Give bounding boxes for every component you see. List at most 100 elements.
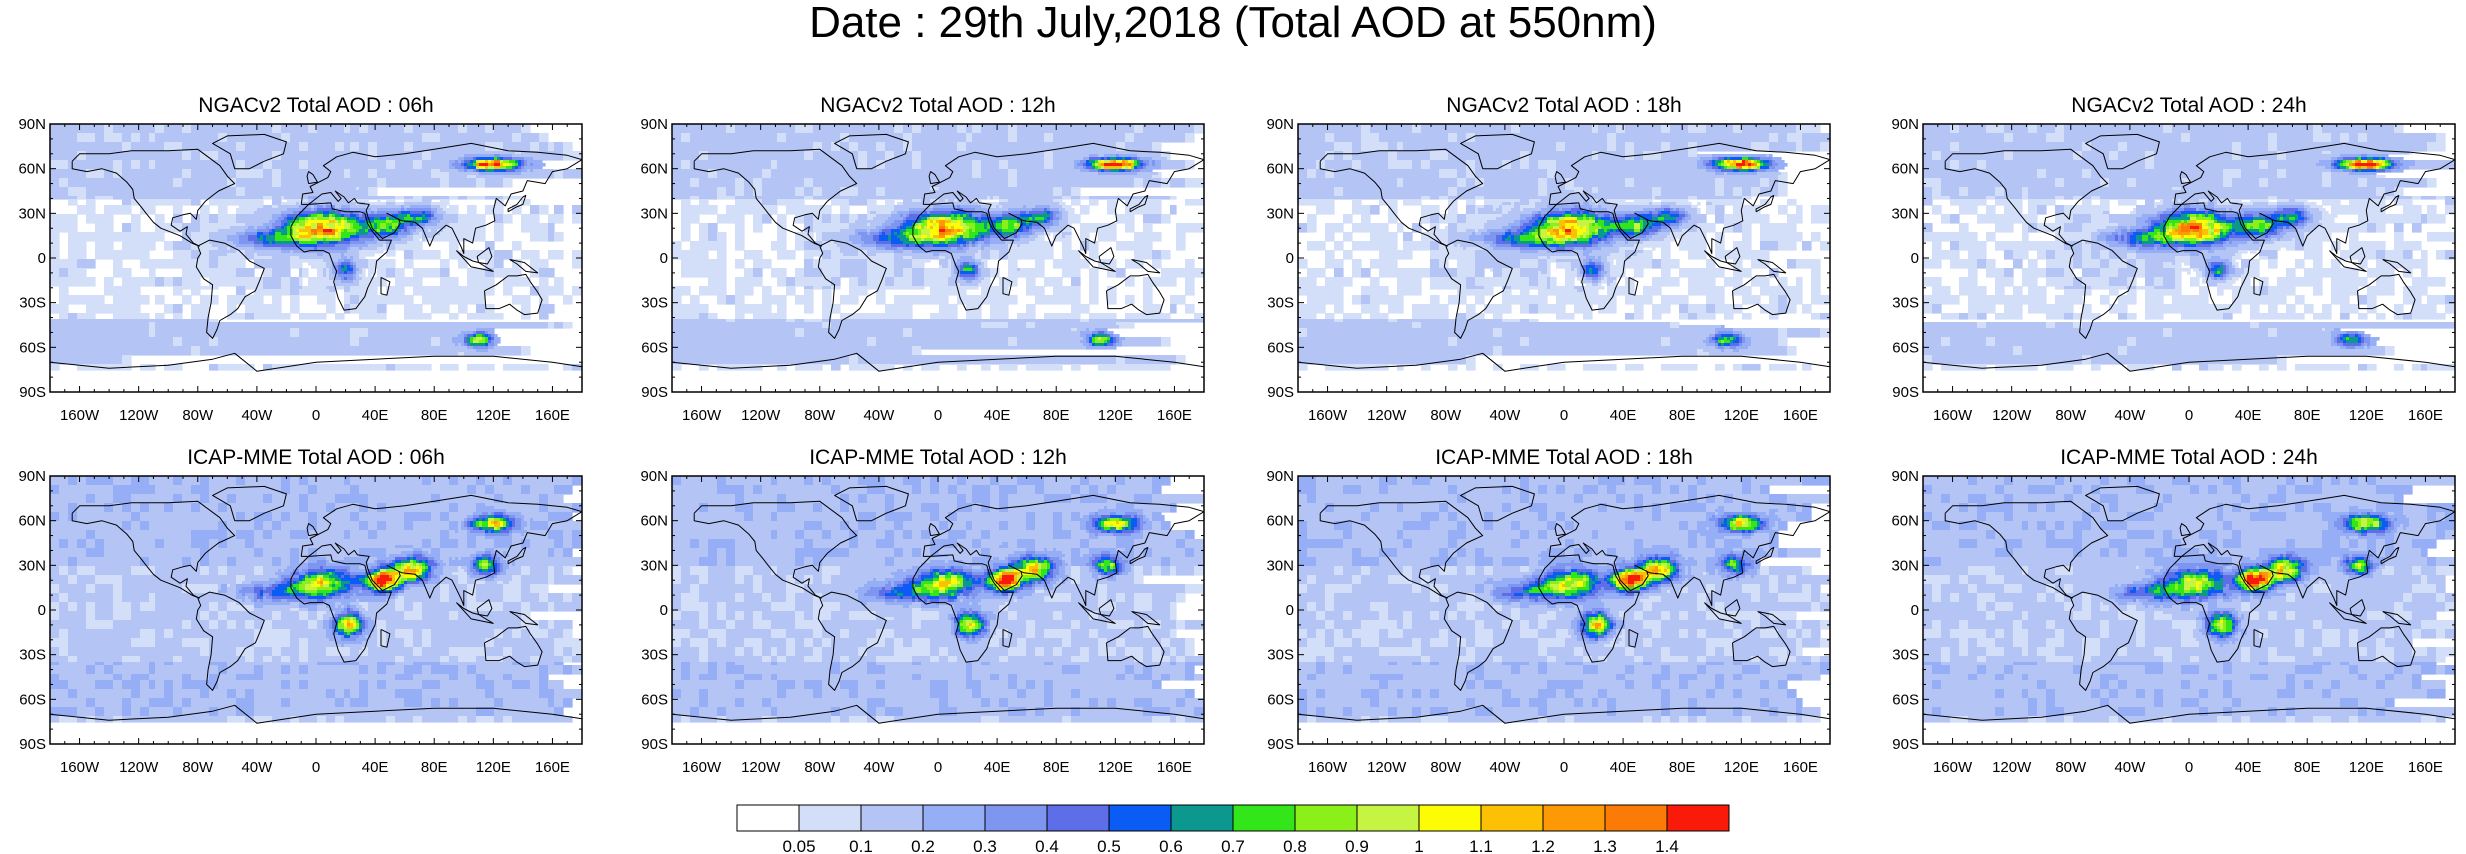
axis-ticks bbox=[49, 123, 583, 393]
lon-tick-label: 120W bbox=[1367, 407, 1407, 424]
coastlines bbox=[1923, 485, 2455, 724]
colorbar-label: 1 bbox=[1414, 837, 1423, 854]
lon-tick-label: 80W bbox=[2055, 407, 2087, 424]
colorbar-swatch bbox=[1294, 804, 1358, 832]
lon-tick-label: 120E bbox=[476, 407, 511, 424]
aod-field bbox=[50, 124, 582, 392]
panel-title: ICAP-MME Total AOD : 06h bbox=[187, 446, 445, 469]
coastlines bbox=[50, 133, 582, 372]
aod-field bbox=[1923, 124, 2455, 392]
lat-tick-label: 30S bbox=[641, 295, 668, 312]
lon-tick-label: 80W bbox=[2055, 759, 2087, 776]
lon-tick-label: 40E bbox=[362, 407, 389, 424]
colorbar-label: 1.3 bbox=[1593, 837, 1617, 854]
axis-ticks bbox=[1297, 123, 1831, 393]
colorbar-swatch bbox=[860, 804, 924, 832]
map-panel-5: ICAP-MME Total AOD : 06h 90N 60N 30N 0 30S 60S… bbox=[18, 446, 583, 776]
lat-tick-label: 0 bbox=[1911, 602, 1919, 619]
colorbar-label: 0.7 bbox=[1221, 837, 1245, 854]
colorbar-swatch bbox=[1542, 804, 1606, 832]
lon-tick-label: 80W bbox=[804, 759, 836, 776]
lon-tick-label: 80E bbox=[1669, 407, 1696, 424]
colorbar-swatch bbox=[736, 804, 800, 832]
lat-tick-label: 90S bbox=[1892, 736, 1919, 753]
colorbar-swatch bbox=[922, 804, 986, 832]
lat-tick-label: 0 bbox=[38, 250, 46, 267]
lon-tick-label: 40W bbox=[863, 759, 895, 776]
lon-tick-label: 120E bbox=[476, 759, 511, 776]
lat-tick-label: 0 bbox=[1911, 250, 1919, 267]
lon-tick-label: 160E bbox=[1157, 759, 1192, 776]
lon-tick-label: 120E bbox=[1724, 759, 1759, 776]
lon-tick-label: 40E bbox=[1610, 759, 1637, 776]
lon-tick-label: 80W bbox=[1430, 407, 1462, 424]
lat-tick-label: 0 bbox=[1286, 250, 1294, 267]
lat-tick-label: 30S bbox=[1267, 295, 1294, 312]
panel-title: NGACv2 Total AOD : 06h bbox=[198, 94, 433, 117]
colorbar-label: 0.8 bbox=[1283, 837, 1307, 854]
lat-tick-label: 60S bbox=[1267, 691, 1294, 708]
colorbar-label: 0.6 bbox=[1159, 837, 1183, 854]
lat-tick-label: 30N bbox=[18, 205, 46, 222]
lat-tick-label: 30S bbox=[19, 295, 46, 312]
colorbar-label: 0.1 bbox=[849, 837, 873, 854]
colorbar-legend: 0.05 0.1 0.2 0.3 0.4 0.5 0.6 0.7 0.8 0.9 1 1.1 1.2 1.… bbox=[736, 804, 1730, 854]
lat-tick-label: 90N bbox=[640, 116, 668, 133]
lon-tick-label: 120E bbox=[2349, 407, 2384, 424]
lat-tick-label: 30S bbox=[1267, 647, 1294, 664]
lon-tick-label: 80W bbox=[182, 759, 214, 776]
lon-tick-label: 0 bbox=[1560, 759, 1568, 776]
lon-tick-label: 160E bbox=[1157, 407, 1192, 424]
lat-tick-label: 30N bbox=[1266, 557, 1294, 574]
coastlines bbox=[672, 485, 1204, 724]
lon-tick-label: 120W bbox=[741, 407, 781, 424]
lat-tick-label: 60S bbox=[1267, 339, 1294, 356]
colorbar-label: 1.4 bbox=[1655, 837, 1679, 854]
panel-title: ICAP-MME Total AOD : 12h bbox=[809, 446, 1067, 469]
colorbar-swatch bbox=[1046, 804, 1110, 832]
lat-tick-label: 90N bbox=[1266, 468, 1294, 485]
aod-field bbox=[1298, 476, 1830, 744]
coastlines bbox=[1923, 133, 2455, 372]
lat-tick-label: 0 bbox=[1286, 602, 1294, 619]
map-panel-1: NGACv2 Total AOD : 06h 90N 60N 30N 0 30S 60S 90… bbox=[18, 94, 583, 424]
panel-title: NGACv2 Total AOD : 12h bbox=[820, 94, 1055, 117]
colorbar-swatch bbox=[1604, 804, 1668, 832]
lat-tick-label: 60N bbox=[640, 161, 668, 178]
lat-tick-label: 90S bbox=[19, 384, 46, 401]
colorbar-label: 0.9 bbox=[1345, 837, 1369, 854]
lon-tick-label: 120E bbox=[1098, 759, 1133, 776]
figure-title: Date : 29th July,2018 (Total AOD at 550n… bbox=[809, 0, 1657, 47]
colorbar-swatch bbox=[1108, 804, 1172, 832]
map-panel-8: ICAP-MME Total AOD : 24h 90N 60N 30N 0 30S 60S… bbox=[1891, 446, 2456, 776]
lon-tick-label: 0 bbox=[934, 407, 942, 424]
panel-title: ICAP-MME Total AOD : 18h bbox=[1435, 446, 1693, 469]
lon-tick-label: 120W bbox=[119, 759, 159, 776]
colorbar-label: 0.4 bbox=[1035, 837, 1059, 854]
lon-tick-label: 160E bbox=[535, 759, 570, 776]
lat-tick-label: 60N bbox=[18, 513, 46, 530]
lat-tick-label: 90S bbox=[641, 384, 668, 401]
lat-tick-label: 0 bbox=[660, 602, 668, 619]
lat-tick-label: 90S bbox=[641, 736, 668, 753]
lat-tick-label: 60N bbox=[1266, 513, 1294, 530]
lon-tick-label: 40E bbox=[2235, 759, 2262, 776]
lat-tick-label: 30N bbox=[1891, 205, 1919, 222]
lat-tick-label: 30N bbox=[18, 557, 46, 574]
map-panel-2: NGACv2 Total AOD : 12h 90N 60N 30N 0 30S 60S 90… bbox=[640, 94, 1205, 424]
lon-tick-label: 160W bbox=[1933, 407, 1973, 424]
panel-title: NGACv2 Total AOD : 18h bbox=[1446, 94, 1681, 117]
lat-tick-label: 90N bbox=[1266, 116, 1294, 133]
map-panel-6: ICAP-MME Total AOD : 12h 90N 60N 30N 0 30S 60S… bbox=[640, 446, 1205, 776]
lon-tick-label: 120E bbox=[1724, 407, 1759, 424]
lat-tick-label: 30N bbox=[1266, 205, 1294, 222]
lon-tick-label: 40E bbox=[1610, 407, 1637, 424]
lon-tick-label: 40W bbox=[2114, 407, 2146, 424]
aod-field bbox=[672, 476, 1204, 744]
lon-tick-label: 0 bbox=[312, 759, 320, 776]
lat-tick-label: 90S bbox=[1267, 736, 1294, 753]
panel-title: NGACv2 Total AOD : 24h bbox=[2071, 94, 2306, 117]
colorbar-swatch bbox=[984, 804, 1048, 832]
lon-tick-label: 80E bbox=[421, 759, 448, 776]
